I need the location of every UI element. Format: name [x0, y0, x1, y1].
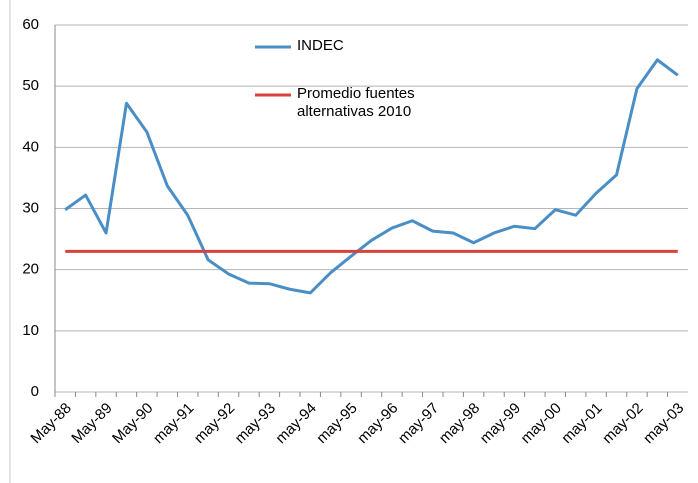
x-tick-label: may-93 — [232, 400, 279, 447]
y-tick-label: 40 — [22, 138, 39, 155]
y-tick-label: 0 — [31, 383, 39, 400]
x-tick-label: may-99 — [477, 400, 524, 447]
x-tick-label: may-97 — [395, 400, 442, 447]
x-tick-label: may-03 — [640, 400, 687, 447]
x-tick-label: may-92 — [191, 400, 238, 447]
x-tick-label: May-89 — [68, 400, 115, 447]
y-tick-label: 20 — [22, 261, 39, 278]
x-tick-label: May-90 — [109, 400, 156, 447]
y-tick-label: 50 — [22, 77, 39, 94]
x-tick-label: may-98 — [436, 400, 483, 447]
x-tick-label: may-95 — [313, 400, 360, 447]
x-tick-label: may-00 — [518, 400, 565, 447]
legend-label: INDEC — [297, 37, 344, 54]
x-tick-label: may-94 — [272, 400, 319, 447]
x-tick-label: may-96 — [354, 400, 401, 447]
y-tick-label: 60 — [22, 16, 39, 33]
y-tick-label: 10 — [22, 322, 39, 339]
x-tick-label: May-88 — [27, 400, 74, 447]
legend-label: Promedio fuentes alternativas 2010 — [297, 85, 415, 120]
series-line — [64, 58, 679, 295]
y-tick-label: 30 — [22, 199, 39, 216]
x-tick-label: may-91 — [150, 400, 197, 447]
x-tick-label: may-02 — [599, 400, 646, 447]
x-tick-label: may-01 — [558, 400, 605, 447]
